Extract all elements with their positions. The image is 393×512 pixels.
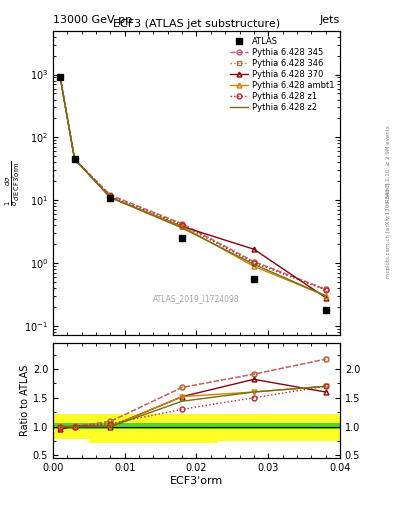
- Line: Pythia 6.428 346: Pythia 6.428 346: [58, 75, 328, 292]
- Pythia 6.428 ambt1: [323, 293, 328, 299]
- Pythia 6.428 345: [180, 221, 185, 227]
- Pythia 6.428 346: [72, 156, 77, 162]
- Pythia 6.428 345: [72, 156, 77, 162]
- Pythia 6.428 ambt1: [58, 74, 62, 80]
- X-axis label: ECF3'orm: ECF3'orm: [170, 476, 223, 486]
- Text: mcplots.cern.ch [arXiv:1306.3436]: mcplots.cern.ch [arXiv:1306.3436]: [386, 183, 391, 278]
- Pythia 6.428 ambt1: [252, 263, 256, 269]
- ATLAS: [252, 276, 256, 282]
- Pythia 6.428 370: [58, 74, 62, 80]
- Text: 13000 GeV pp: 13000 GeV pp: [53, 14, 132, 25]
- Pythia 6.428 z1: [58, 74, 62, 80]
- Pythia 6.428 z2: [252, 261, 256, 267]
- Pythia 6.428 ambt1: [180, 223, 185, 229]
- ATLAS: [58, 74, 62, 80]
- Pythia 6.428 z1: [108, 193, 113, 199]
- Line: ATLAS: ATLAS: [57, 74, 329, 313]
- Pythia 6.428 345: [108, 192, 113, 198]
- Pythia 6.428 346: [252, 259, 256, 265]
- Pythia 6.428 345: [323, 286, 328, 292]
- Pythia 6.428 z1: [72, 156, 77, 162]
- Pythia 6.428 346: [58, 74, 62, 80]
- Pythia 6.428 z2: [108, 195, 113, 201]
- ATLAS: [323, 307, 328, 313]
- Pythia 6.428 345: [58, 74, 62, 80]
- Pythia 6.428 370: [72, 156, 77, 162]
- Pythia 6.428 370: [252, 246, 256, 252]
- Title: ECF3 (ATLAS jet substructure): ECF3 (ATLAS jet substructure): [113, 18, 280, 29]
- Y-axis label: $\frac{1}{\sigma}\frac{d\sigma}{d\,\mathrm{ECF3'orm}}$: $\frac{1}{\sigma}\frac{d\sigma}{d\,\math…: [3, 160, 22, 206]
- Pythia 6.428 ambt1: [72, 156, 77, 162]
- Pythia 6.428 z2: [323, 293, 328, 299]
- Line: Pythia 6.428 z1: Pythia 6.428 z1: [58, 75, 328, 292]
- Pythia 6.428 z2: [58, 74, 62, 80]
- ATLAS: [72, 156, 77, 162]
- Line: Pythia 6.428 ambt1: Pythia 6.428 ambt1: [58, 75, 328, 298]
- Legend: ATLAS, Pythia 6.428 345, Pythia 6.428 346, Pythia 6.428 370, Pythia 6.428 ambt1,: ATLAS, Pythia 6.428 345, Pythia 6.428 34…: [228, 35, 336, 114]
- Pythia 6.428 z1: [252, 260, 256, 266]
- Pythia 6.428 z1: [180, 222, 185, 228]
- Pythia 6.428 370: [180, 223, 185, 229]
- Line: Pythia 6.428 z2: Pythia 6.428 z2: [60, 77, 326, 296]
- Pythia 6.428 z2: [72, 156, 77, 162]
- ATLAS: [180, 235, 185, 241]
- Pythia 6.428 346: [323, 286, 328, 292]
- Text: ATLAS_2019_I1724098: ATLAS_2019_I1724098: [153, 294, 240, 303]
- Pythia 6.428 z2: [180, 225, 185, 231]
- Pythia 6.428 345: [252, 259, 256, 265]
- Line: Pythia 6.428 370: Pythia 6.428 370: [58, 75, 328, 300]
- Line: Pythia 6.428 345: Pythia 6.428 345: [58, 75, 328, 292]
- Text: Jets: Jets: [320, 14, 340, 25]
- Pythia 6.428 346: [180, 221, 185, 227]
- Text: Rivet 3.1.10, ≥ 2.9M events: Rivet 3.1.10, ≥ 2.9M events: [386, 125, 391, 202]
- Y-axis label: Ratio to ATLAS: Ratio to ATLAS: [20, 365, 30, 436]
- Pythia 6.428 ambt1: [108, 195, 113, 201]
- Pythia 6.428 370: [323, 294, 328, 301]
- Pythia 6.428 346: [108, 192, 113, 198]
- Pythia 6.428 z1: [323, 287, 328, 293]
- Pythia 6.428 370: [108, 195, 113, 201]
- ATLAS: [108, 195, 113, 201]
